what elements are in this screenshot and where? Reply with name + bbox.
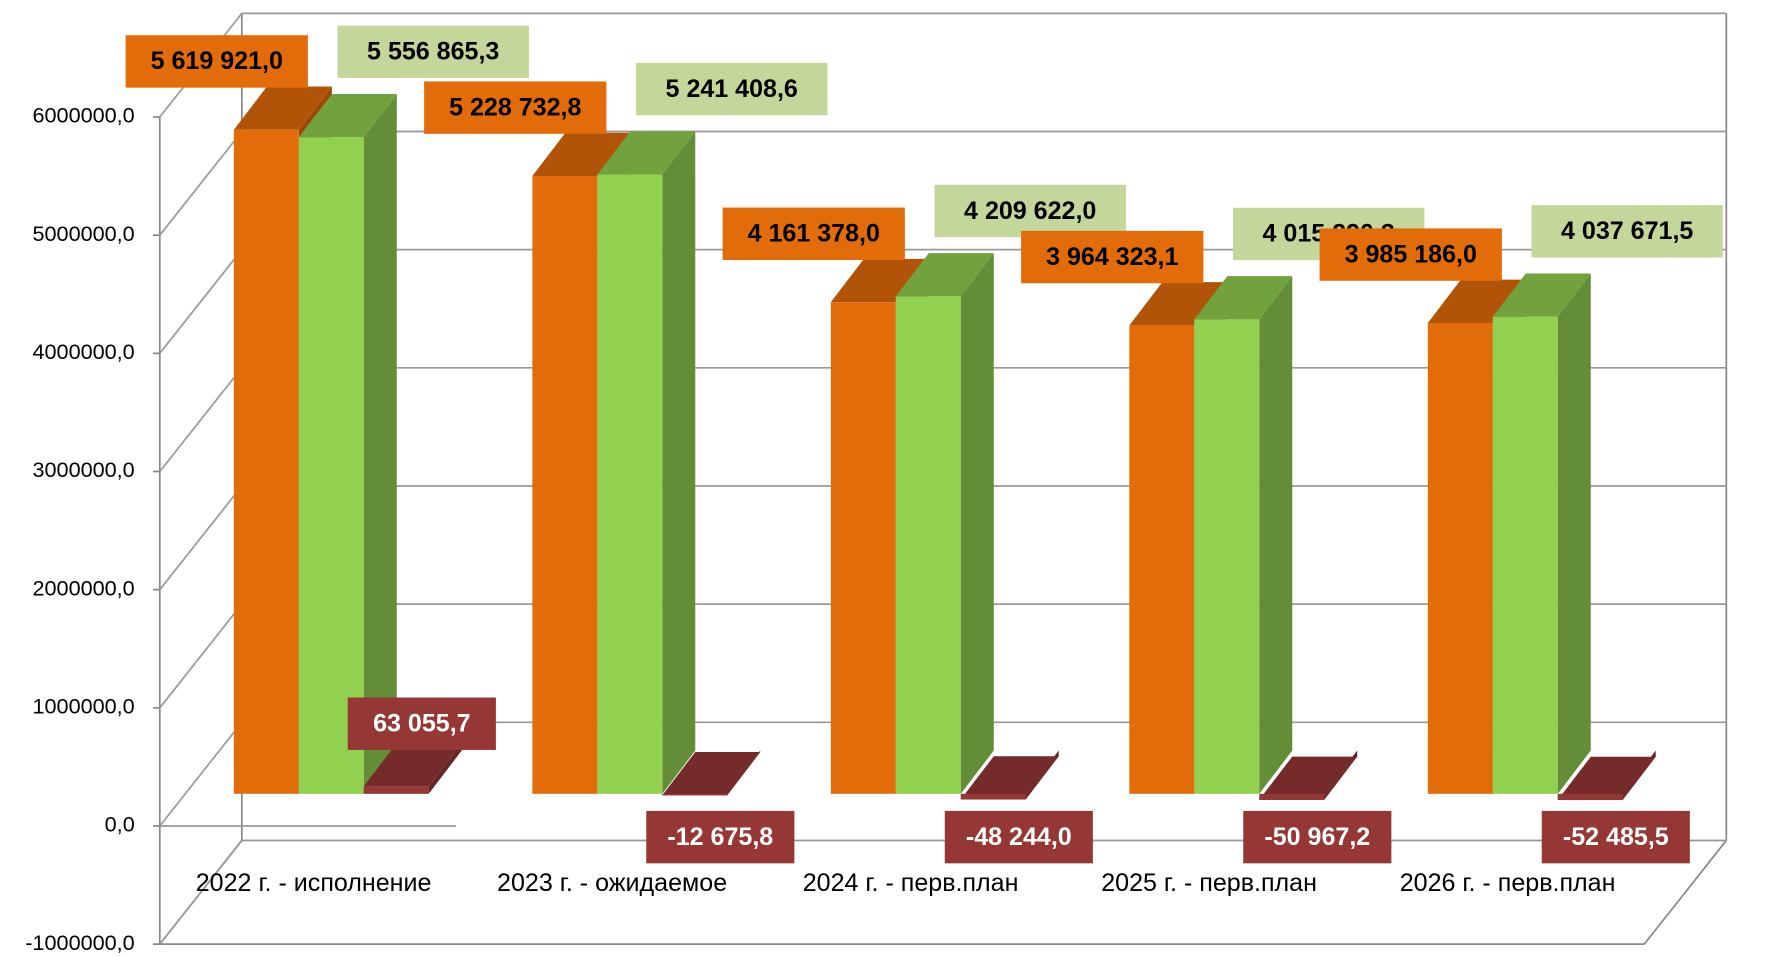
bar — [363, 786, 429, 794]
bar — [1492, 316, 1558, 794]
value-label-box — [1243, 810, 1392, 864]
bar-side — [662, 131, 696, 794]
y-tick-label: 5000000,0 — [33, 221, 135, 246]
x-tick-label: 2025 г. - перв.план — [1101, 868, 1317, 897]
grid-line — [159, 367, 243, 473]
value-label-box — [1319, 228, 1502, 281]
y-tick-label: 2000000,0 — [33, 575, 135, 600]
bar — [1129, 325, 1195, 794]
value-label-box — [337, 25, 529, 78]
bar-side — [960, 253, 994, 794]
y-tick-label: 1000000,0 — [33, 694, 135, 719]
value-label: 4 037 671,5 — [1561, 217, 1693, 245]
x-tick-label-box: 2026 г. - перв.план — [1399, 868, 1616, 897]
bar-top — [1557, 756, 1656, 801]
value-label-box — [636, 62, 828, 116]
bar-side — [363, 93, 397, 794]
x-tick-label: 2024 г. - перв.план — [802, 868, 1019, 897]
value-label: 4 209 622,0 — [964, 197, 1096, 225]
value-label-box — [944, 810, 1093, 864]
bar-top — [895, 253, 994, 297]
x-tick-label-box: 2025 г. - перв.план — [1101, 868, 1317, 897]
bar — [298, 137, 364, 794]
floor-right — [1643, 839, 1727, 945]
bar-top — [1259, 756, 1358, 800]
bar — [233, 129, 299, 794]
bar — [597, 174, 663, 794]
bar-top — [363, 743, 462, 787]
value-label: 5 556 865,3 — [367, 38, 499, 66]
value-label-box — [347, 697, 496, 750]
bar — [830, 302, 896, 794]
bar-top — [662, 752, 761, 796]
value-label: 5 228 732,8 — [449, 93, 581, 121]
bar — [532, 176, 598, 794]
value-label: 4 161 378,0 — [748, 220, 880, 248]
bar-top — [1129, 282, 1228, 326]
value-label-box — [1531, 205, 1723, 258]
bar-top — [1427, 279, 1526, 323]
x-tick-label: 2022 г. - исполнение — [195, 868, 432, 897]
value-label: -12 675,8 — [667, 823, 773, 851]
value-label: 5 241 408,6 — [666, 75, 798, 103]
x-tick-label-box: 2024 г. - перв.план — [802, 868, 1019, 897]
value-label-box — [1541, 810, 1690, 864]
value-label-box — [1021, 230, 1204, 284]
value-label-box — [646, 810, 795, 864]
bar — [960, 793, 1026, 800]
value-label-box — [722, 207, 905, 260]
bar-top — [532, 132, 631, 177]
value-label: 3 985 186,0 — [1345, 240, 1477, 268]
bar-side — [1259, 276, 1293, 794]
bar-top — [597, 131, 696, 175]
bar-top — [298, 93, 397, 138]
y-tick-label: 6000000,0 — [33, 103, 135, 128]
y-tick-label: 3000000,0 — [33, 457, 135, 482]
value-label: -52 485,5 — [1563, 823, 1669, 851]
bar — [895, 296, 961, 794]
x-tick-label-box: 2022 г. - исполнение — [195, 868, 432, 897]
value-label: 5 619 921,0 — [151, 47, 283, 75]
bar — [1427, 322, 1493, 794]
bar — [1194, 319, 1260, 794]
value-label: -50 967,2 — [1264, 823, 1370, 851]
grid-line — [159, 130, 243, 236]
bar-top — [830, 258, 929, 303]
x-tick-label: 2023 г. - ожидаемое — [497, 868, 728, 897]
bar — [1259, 793, 1325, 800]
value-label: -48 244,0 — [966, 823, 1072, 851]
value-label-box — [125, 35, 308, 88]
value-label-box — [934, 184, 1126, 238]
bar-top — [233, 86, 332, 130]
bar-top — [1492, 273, 1591, 317]
bar-top — [1194, 276, 1293, 320]
grid-line — [159, 603, 243, 709]
grid-line — [159, 839, 243, 945]
bar — [1557, 793, 1623, 801]
bar — [662, 793, 728, 796]
value-label: 63 055,7 — [373, 709, 471, 737]
grid-line — [159, 485, 243, 591]
bar-top — [960, 756, 1059, 800]
y-tick-label: 4000000,0 — [33, 339, 135, 364]
bar-side — [428, 743, 462, 794]
grid-line — [159, 721, 243, 827]
value-label-box — [424, 81, 607, 134]
grid-line — [159, 249, 243, 354]
bar-side — [1557, 273, 1591, 794]
x-tick-label: 2026 г. - перв.план — [1399, 868, 1616, 897]
x-tick-label-box: 2023 г. - ожидаемое — [497, 868, 728, 897]
y-tick-label: -1000000,0 — [25, 930, 134, 955]
y-tick-label: 0,0 — [105, 812, 135, 837]
value-label: 3 964 323,1 — [1046, 243, 1178, 271]
